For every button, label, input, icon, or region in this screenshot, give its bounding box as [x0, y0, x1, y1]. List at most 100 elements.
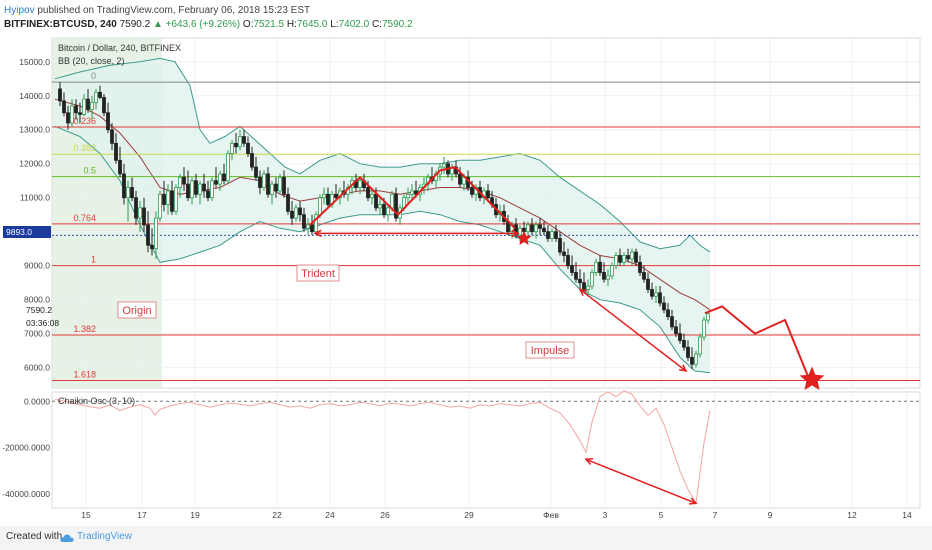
- time-tick: 19: [190, 510, 200, 520]
- candle-body: [282, 176, 286, 195]
- candle-body: [406, 193, 410, 199]
- candle-body: [458, 173, 462, 185]
- author-link[interactable]: Hyipov: [4, 5, 35, 16]
- time-tick: 12: [847, 510, 857, 520]
- candle-body: [246, 142, 250, 154]
- candle-body: [698, 336, 702, 355]
- divergence-arrow: [585, 458, 697, 505]
- candle-body: [326, 193, 330, 205]
- close-value: 7590.2: [381, 19, 413, 30]
- candle-body: [166, 190, 170, 205]
- candle-body: [382, 204, 386, 216]
- publish-line: Hyipov published on TradingView.com, Feb…: [4, 5, 310, 16]
- price-tick: 11000.0: [20, 193, 50, 203]
- candle-body: [154, 217, 158, 250]
- candle-body: [214, 180, 218, 185]
- impulse-arrow-head: [678, 364, 688, 373]
- candle-body: [234, 142, 238, 148]
- candle-body: [558, 238, 562, 253]
- time-tick: 7: [713, 510, 718, 520]
- candle-body: [178, 176, 182, 188]
- high-label: H:: [286, 19, 297, 30]
- high-value: 7645.0: [296, 19, 328, 30]
- candle-body: [278, 176, 282, 192]
- trident-box: [296, 264, 340, 282]
- candle-body: [138, 207, 142, 219]
- candle-body: [186, 183, 190, 199]
- candle-body: [122, 173, 126, 199]
- fib-label: 1.382: [73, 324, 96, 334]
- candle-body: [598, 261, 602, 273]
- candle-body: [134, 197, 138, 219]
- fib-label: 0: [91, 71, 96, 81]
- osc-tick: -20000.0000: [2, 443, 50, 453]
- candle-body: [294, 207, 298, 219]
- osc-tick: 0.0000: [24, 396, 50, 406]
- candle-body: [542, 227, 546, 233]
- last-price: 7590.2: [119, 19, 151, 30]
- candle-body: [410, 190, 414, 195]
- price-badge-text: 9893.0: [6, 227, 32, 237]
- candle-body: [634, 251, 638, 263]
- candle-body: [90, 102, 94, 110]
- price-badge: [3, 226, 51, 238]
- candle-body: [622, 255, 626, 263]
- candle-body: [98, 91, 102, 98]
- candle-body: [610, 265, 614, 277]
- candle-body: [562, 251, 566, 256]
- candle-body: [162, 193, 166, 205]
- candle-body: [594, 261, 598, 273]
- close-label: C:: [371, 19, 382, 30]
- chart-canvas[interactable]: 0 0.236 0.382 0.5 0.764 1 1.382 1.618 15000.0 14…: [0, 0, 932, 526]
- osc-tick: -40000.0000: [2, 489, 50, 499]
- quote-line: BITFINEX:BTCUSD, 240 7590.2 ▲ +643.6 (+9…: [4, 19, 413, 30]
- candle-body: [690, 357, 694, 365]
- bb-upper: [54, 57, 711, 253]
- candle-body: [286, 193, 290, 212]
- candle-body: [570, 265, 574, 273]
- candle-body: [654, 292, 658, 297]
- candle-body: [290, 210, 294, 219]
- candle-body: [318, 197, 322, 216]
- candle-body: [58, 88, 62, 102]
- time-tick: 5: [659, 510, 664, 520]
- time-tick: 9: [768, 510, 773, 520]
- candle-body: [646, 278, 650, 290]
- candle-body: [126, 187, 130, 199]
- candle-body: [206, 190, 210, 199]
- bb-lower: [54, 125, 711, 374]
- candle-body: [258, 176, 262, 188]
- open-label: O:: [242, 19, 254, 30]
- time-tick: 3: [603, 510, 608, 520]
- candle-body: [638, 261, 642, 273]
- osc-pane: [51, 391, 921, 509]
- fib-label: 0.764: [73, 213, 96, 223]
- fib-label: 1: [91, 255, 96, 265]
- chart-header: Hyipov published on TradingView.com, Feb…: [0, 0, 932, 34]
- candle-body: [586, 285, 590, 290]
- price-tick: 14000.0: [19, 91, 50, 101]
- impulse-arrow-head: [578, 288, 588, 297]
- candle-body: [222, 173, 226, 182]
- candle-body: [686, 346, 690, 358]
- origin-label: Origin: [122, 305, 151, 317]
- candle-body: [86, 98, 90, 110]
- tradingview-brand[interactable]: TradingView: [77, 531, 133, 542]
- candle-body: [322, 193, 326, 199]
- candle-body: [546, 231, 550, 239]
- candle-body: [250, 153, 254, 168]
- candle-body: [702, 319, 706, 338]
- time-tick: 22: [272, 510, 282, 520]
- candle-body: [270, 183, 274, 195]
- candle-body: [618, 255, 622, 263]
- candle-body: [370, 193, 374, 199]
- side-countdown: 03:36:08: [26, 318, 59, 328]
- candle-body: [674, 326, 678, 335]
- candle-body: [218, 173, 222, 185]
- price-tick: 6000.0: [24, 363, 50, 373]
- candle-body: [626, 255, 630, 260]
- legend-indicator: BB (20, close, 2): [58, 56, 125, 66]
- candle-body: [378, 204, 382, 209]
- candle-body: [518, 227, 522, 236]
- time-tick: 29: [464, 510, 474, 520]
